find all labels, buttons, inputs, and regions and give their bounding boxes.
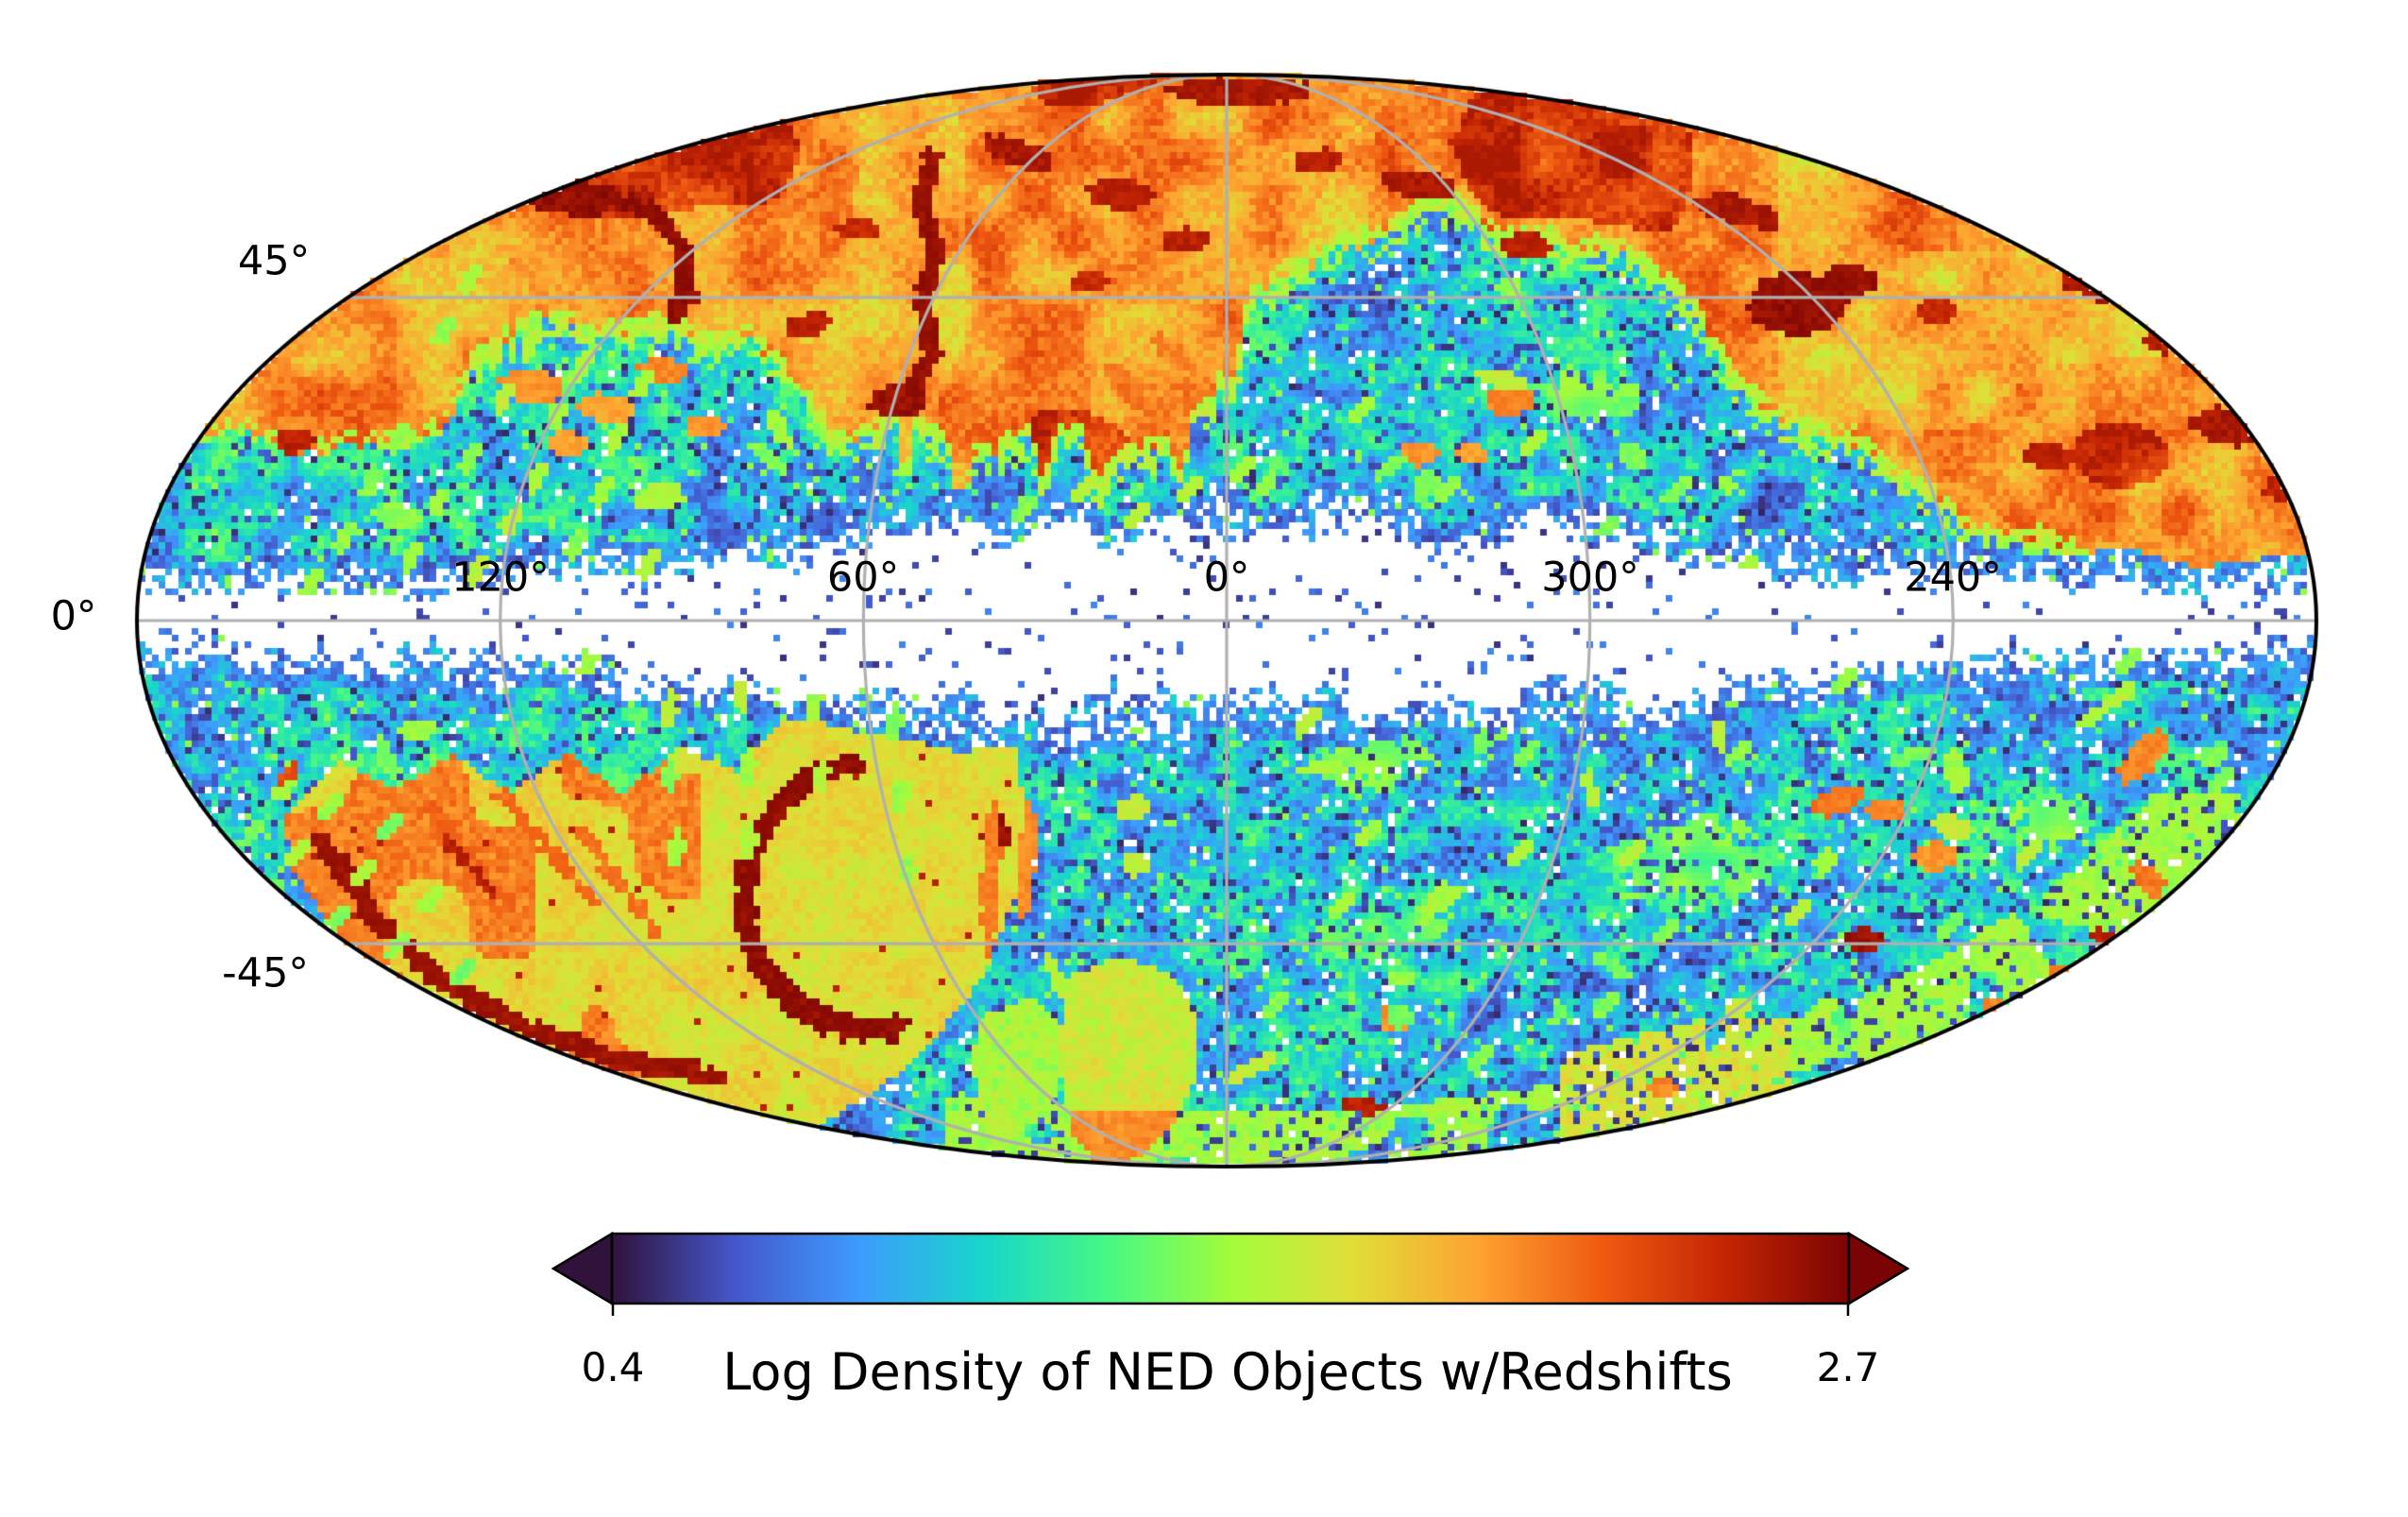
colorbar-gradient-bar [551,1231,1910,1316]
colorbar-over-arrow [1847,1231,1910,1306]
lon-label-0: 120° [451,554,550,602]
lat-label-2: -45° [222,949,309,997]
colorbar [551,1228,1930,1319]
colorbar-min-label: 0.4 [581,1344,645,1390]
lon-label-3: 300° [1541,554,1639,602]
colorbar-title: Log Density of NED Objects w/Redshifts [722,1342,1733,1402]
lon-label-2: 0° [1203,554,1250,602]
colorbar-under-arrow [551,1231,614,1306]
lat-label-0: 45° [237,237,311,285]
colorbar-max-label: 2.7 [1816,1344,1880,1390]
lat-label-1: 0° [50,592,97,640]
lon-label-1: 60° [826,554,900,602]
lon-label-4: 240° [1904,554,2002,602]
colorbar-bar [610,1232,1851,1305]
